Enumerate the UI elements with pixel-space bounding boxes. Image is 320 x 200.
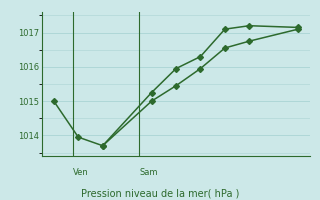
Text: Pression niveau de la mer( hPa ): Pression niveau de la mer( hPa ) <box>81 188 239 198</box>
Text: Sam: Sam <box>139 168 158 177</box>
Text: Ven: Ven <box>73 168 89 177</box>
